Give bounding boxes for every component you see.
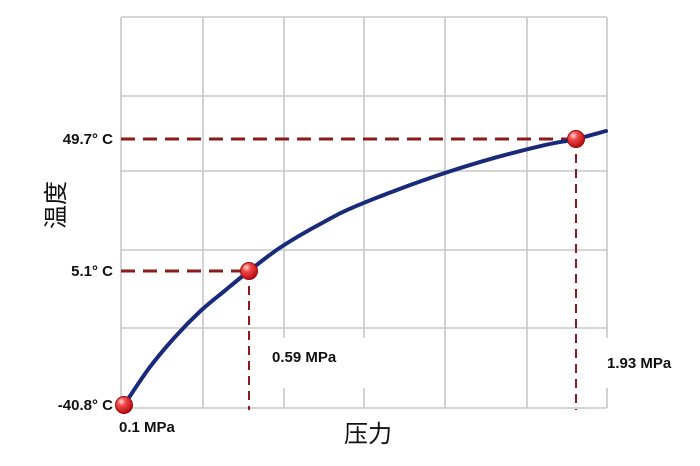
y-value-label: -40.8° C xyxy=(58,397,113,414)
grid-lines xyxy=(120,16,700,409)
point-labels: -40.8° C 0.1 MPa 5.1° C 0.59 MPa 49.7° C 1.93… xyxy=(58,131,672,436)
label-background xyxy=(252,338,367,388)
temperature-curve xyxy=(122,129,608,407)
x-axis-title: 压力 xyxy=(344,420,392,448)
x-value-label: 0.1 MPa xyxy=(119,419,176,436)
highlight-point xyxy=(240,262,258,280)
highlight-markers xyxy=(115,130,585,414)
x-value-label: 1.93 MPa xyxy=(607,355,672,372)
label-background xyxy=(586,338,700,388)
highlight-point xyxy=(115,396,133,414)
highlight-point xyxy=(567,130,585,148)
x-value-label: 0.59 MPa xyxy=(272,349,337,366)
guide-lines xyxy=(121,137,577,410)
y-value-label: 49.7° C xyxy=(63,131,113,148)
y-axis-title: 温度 xyxy=(42,181,70,229)
y-value-label: 5.1° C xyxy=(71,263,113,280)
